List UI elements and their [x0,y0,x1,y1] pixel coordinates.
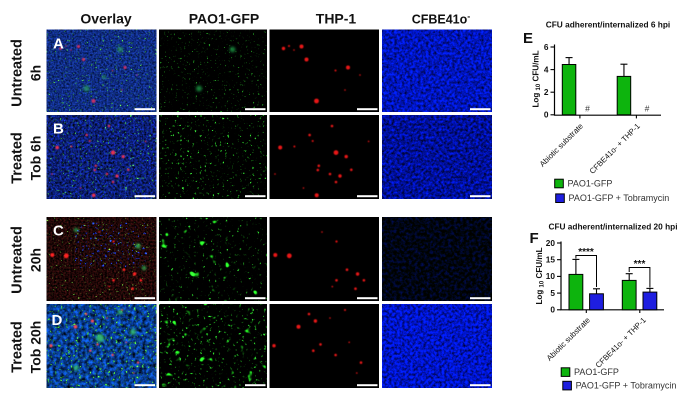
svg-text:5: 5 [550,288,555,298]
svg-text:10: 10 [546,271,556,281]
svg-text:0: 0 [550,305,555,315]
svg-text:Log 10 CFU/mL: Log 10 CFU/mL [532,50,543,107]
svg-text:CFU adherent/internalized 20 h: CFU adherent/internalized 20 hpi [548,222,677,232]
svg-text:Overlay: Overlay [80,11,132,27]
svg-text:Treated: Treated [10,321,26,373]
svg-text:Untreated: Untreated [10,226,26,294]
svg-text:PAO1-GFP + Tobramycin: PAO1-GFP + Tobramycin [576,381,677,391]
svg-text:PAO1-GFP: PAO1-GFP [189,11,260,27]
svg-text:15: 15 [546,255,556,265]
svg-text:Untreated: Untreated [10,39,26,107]
svg-text:Tob 6h: Tob 6h [28,136,44,181]
svg-text:****: **** [578,247,594,258]
svg-text:C: C [53,223,64,240]
svg-text:6: 6 [544,42,549,52]
svg-text:6h: 6h [28,65,44,81]
svg-text:0: 0 [544,110,549,120]
svg-text:CFBE41o-: CFBE41o- [412,12,471,27]
svg-text:CFU adherent/internalized 6 hp: CFU adherent/internalized 6 hpi [546,20,670,30]
svg-text:A: A [53,36,64,53]
svg-text:PAO1-GFP: PAO1-GFP [574,367,619,377]
svg-text:#: # [645,104,650,114]
svg-text:PAO1-GFP + Tobramycin: PAO1-GFP + Tobramycin [569,193,670,203]
svg-text:***: *** [634,259,646,270]
svg-text:#: # [585,104,590,114]
svg-text:F: F [530,230,539,247]
svg-text:4: 4 [544,64,549,74]
svg-text:THP-1: THP-1 [316,11,357,27]
svg-text:20h: 20h [28,248,44,272]
svg-text:E: E [523,30,533,47]
svg-text:Log 10 CFU/mL: Log 10 CFU/mL [535,247,546,304]
svg-text:Treated: Treated [10,132,26,184]
svg-text:Tob 20h: Tob 20h [28,321,44,374]
svg-text:B: B [53,121,64,138]
svg-text:PAO1-GFP: PAO1-GFP [568,179,613,189]
svg-text:20: 20 [546,238,556,248]
svg-text:D: D [52,312,63,329]
svg-text:2: 2 [544,87,549,97]
